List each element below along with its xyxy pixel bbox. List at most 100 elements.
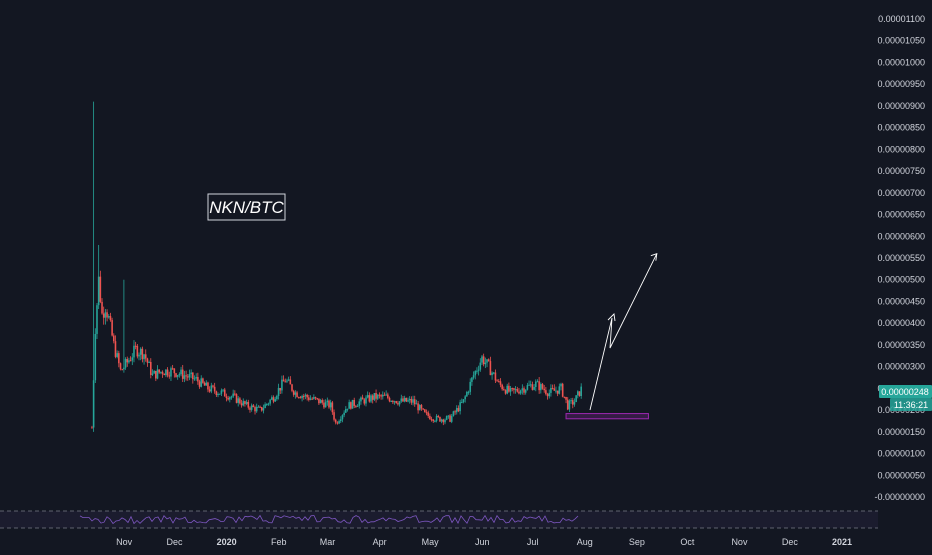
candle-body [334,419,337,423]
candle-body [511,388,514,390]
candle-body [333,412,335,420]
candle-body [385,394,387,396]
candle-body [128,360,130,363]
candle-body [287,379,290,381]
candle-body [393,401,396,403]
candle-body [424,409,426,413]
candle-body [294,392,297,395]
candle-body [417,403,419,411]
candle-body [247,401,250,408]
candle-body [166,369,169,376]
candle-body [292,390,295,395]
time-tick-label: Jun [475,537,490,547]
candle-body [575,395,577,403]
candle-body [101,301,103,314]
candle-body [249,407,251,410]
candle-body [144,354,147,359]
candle-body [376,394,379,399]
candle-body [434,420,436,422]
projection-arrow[interactable] [589,253,658,411]
candle-body [197,377,199,382]
candle-body [565,396,567,400]
candle-body [538,381,540,391]
candle-body [499,381,502,385]
candle-body [321,400,324,403]
candle-body [437,415,440,417]
support-zone-box[interactable] [565,413,649,420]
candle-body [466,392,468,397]
rsi-background [0,511,878,528]
candle-body [240,403,243,406]
candle-body [566,399,569,410]
candle-body [210,385,213,392]
candle-body [553,388,556,391]
candle-body [259,406,261,408]
candle-body [479,362,482,370]
candle-body [106,312,108,318]
candle-body [112,335,115,342]
candle-body [358,401,361,406]
price-tick-label: 0.00000400 [877,318,925,328]
candle-body [491,372,493,376]
candle-body [400,398,403,402]
candle-body [326,400,329,403]
candle-body [156,369,159,379]
price-tick-label: 0.00000050 [877,470,925,480]
candle-body [170,368,172,377]
candle-body [252,405,255,408]
candle-body [239,398,241,404]
candle-body [580,386,582,397]
candle-body [289,379,292,385]
time-tick-label: May [422,537,440,547]
time-tick-label: Feb [271,537,287,547]
candle-body [418,405,421,411]
candle-body [279,387,282,391]
price-tick-label: 0.00000850 [877,123,925,133]
candle-body [550,387,552,393]
price-axis[interactable]: 0.00001100 0.00001050 0.00001000 0.00000950… [874,14,925,502]
time-tick-label: Sep [629,537,645,547]
candle-body [316,398,319,400]
time-axis[interactable]: Nov Dec 2020 Feb Mar Apr May Jun Jul Aug Sep Oct Nov… [116,537,852,547]
candle-body [496,380,498,382]
time-tick-label: Aug [577,537,593,547]
candle-body [94,333,97,381]
candle-body [353,399,356,406]
candle-body [427,412,429,416]
price-tick-label: 0.00000150 [877,427,925,437]
candle-body [494,372,497,381]
candle-body [276,395,278,400]
candle-body [171,368,174,370]
candle-body [461,402,463,404]
candle-body [212,385,214,387]
candle-body [558,386,561,394]
candle-body [131,357,134,361]
last-price-label: 0.00000248 11:36:21 [879,385,932,411]
candle-body [481,356,483,363]
last-price-value: 0.00000248 [881,387,929,397]
candle-body [471,377,473,382]
candle-body [328,400,330,408]
candle-body [314,397,317,399]
candle-body [301,395,303,399]
candle-body [341,415,344,420]
chart-title-box: NKN/BTC [207,193,286,221]
candle-body [234,393,236,395]
candle-body [96,305,98,334]
candle-body [403,397,406,402]
candle-body [183,375,186,379]
candle-body [361,397,364,400]
candle-body [262,408,265,411]
candle-body [296,392,298,398]
candle-body [348,402,350,409]
candle-body [407,400,409,402]
candle-body [255,406,258,412]
candle-body [531,384,534,390]
candle-body [345,409,347,413]
candle-body [306,394,308,398]
candles-layer [91,101,582,432]
candle-body [524,389,527,393]
candle-body [489,361,492,376]
